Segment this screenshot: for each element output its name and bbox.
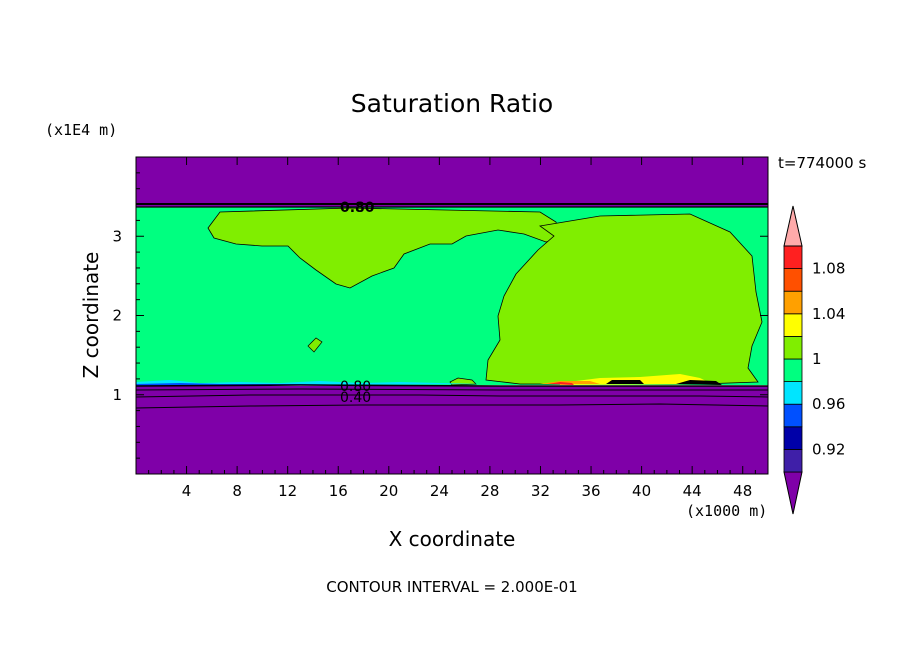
y-tick-label: 3 — [112, 227, 122, 245]
x-tick-label: 44 — [683, 482, 702, 500]
x-tick-label: 36 — [581, 482, 600, 500]
colorbar-extend-low — [783, 471, 803, 515]
red-patch — [548, 382, 574, 385]
colorbar-tick-label: 1 — [812, 350, 822, 368]
colorbar-band — [783, 358, 803, 383]
y-unit-label: (x1E4 m) — [45, 121, 117, 139]
black-patch — [606, 380, 644, 384]
colorbar-tick-label: 1.04 — [812, 305, 845, 323]
x-tick-label: 28 — [480, 482, 499, 500]
x-unit-label: (x1000 m) — [686, 502, 767, 520]
x-axis-ticks: 4 8 12 16 20 24 28 32 36 40 44 48 — [148, 157, 756, 500]
y-tick-label: 1 — [112, 386, 122, 404]
colorbar-extend-high — [783, 205, 803, 247]
yellow-patch — [560, 374, 712, 385]
x-tick-label: 4 — [182, 482, 192, 500]
colorbar-band — [783, 403, 803, 428]
x-tick-label: 48 — [733, 482, 752, 500]
bottom-dry-region — [136, 386, 768, 474]
x-tick-label: 40 — [632, 482, 651, 500]
x-tick-label: 12 — [278, 482, 297, 500]
colorbar-tick-label: 0.92 — [812, 440, 845, 458]
contour-line-bottom-4 — [135, 403, 769, 409]
contour-line-bottom-1 — [135, 384, 768, 387]
plot-area: 0.80 0.80 0.40 — [135, 156, 769, 475]
x-tick-label: 20 — [379, 482, 398, 500]
black-patch-right — [676, 380, 722, 385]
x-tick-label: 8 — [232, 482, 242, 500]
x-tick-label: 32 — [531, 482, 550, 500]
top-dry-region — [136, 157, 768, 207]
supersat-region-left — [207, 207, 561, 289]
colorbar-band — [783, 245, 803, 270]
colorbar-band — [783, 381, 803, 405]
colorbar-tick-label: 1.08 — [812, 260, 845, 278]
colorbar-band — [783, 426, 803, 450]
contour-line-bottom-2 — [135, 388, 768, 391]
colorbar-band — [783, 290, 803, 315]
contour-line-bottom-3 — [135, 394, 769, 398]
chart-title: Saturation Ratio — [351, 89, 553, 118]
colorbar-tick-label: 0.96 — [812, 395, 845, 413]
contour-label-top: 0.80 — [340, 200, 375, 216]
contour-label-bottom-1: 0.80 — [340, 379, 371, 395]
colorbar-band — [783, 313, 803, 337]
supersat-patch-small — [307, 337, 323, 353]
y-axis-label: Z coordinate — [79, 252, 103, 379]
colorbar: 0.92 0.96 1 1.04 1.08 — [783, 205, 845, 515]
x-axis-label: X coordinate — [389, 527, 516, 551]
y-axis-ticks: 1 2 3 — [112, 172, 768, 459]
x-tick-label: 16 — [329, 482, 348, 500]
contour-interval-footer: CONTOUR INTERVAL = 2.000E-01 — [326, 578, 577, 596]
colorbar-band — [783, 335, 803, 360]
colorbar-band — [783, 448, 803, 473]
y-tick-label: 2 — [112, 307, 122, 325]
supersat-patch-bottom — [449, 377, 477, 386]
x-tick-label: 24 — [430, 482, 449, 500]
contour-label-bottom-2: 0.40 — [340, 390, 371, 406]
colorbar-band — [783, 268, 803, 292]
time-label: t=774000 s — [778, 154, 866, 172]
